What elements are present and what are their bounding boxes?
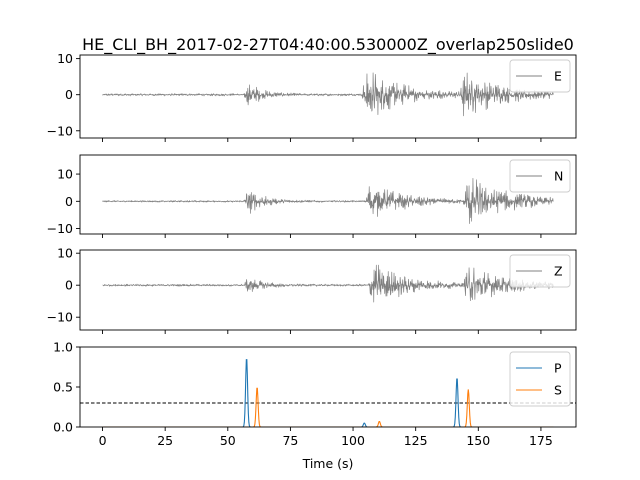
trace-N — [102, 177, 554, 224]
panel-e-frame — [79, 54, 577, 139]
x-axis-label: Time (s) — [302, 456, 354, 471]
trace-E — [102, 72, 554, 117]
legend-panel-z: Z — [509, 254, 571, 288]
legend-panel-prob: PS — [509, 351, 571, 407]
legend-label-P: P — [554, 361, 562, 376]
legend-label-E: E — [554, 69, 562, 84]
x-tick-label: 150 — [466, 433, 490, 448]
panel-prob-frame — [79, 346, 577, 428]
trace-Z — [102, 264, 554, 303]
x-tick-label: 125 — [404, 433, 428, 448]
y-tick-label: 1.0 — [53, 340, 73, 355]
panel-prob: 0.0 0.5 1.0 0 25 50 75 100 125 150 175 PS — [53, 340, 577, 448]
panel-e: −10 0 10 E — [47, 51, 577, 142]
prob-line-S — [102, 387, 554, 427]
legend-box — [509, 351, 571, 407]
panel-n: −10 0 10 N — [47, 154, 577, 238]
legend-panel-n: N — [509, 159, 571, 193]
panel-n-plot — [102, 177, 554, 224]
x-tick-label: 100 — [341, 433, 365, 448]
x-tick-label: 25 — [157, 433, 173, 448]
y-tick-label: 0 — [65, 278, 73, 293]
y-tick-label: 10 — [57, 246, 73, 261]
y-tick-label: 10 — [57, 51, 73, 66]
panel-prob-plot — [80, 359, 576, 427]
x-tick-label: 0 — [99, 433, 107, 448]
panel-z: −10 0 10 Z — [47, 246, 577, 334]
y-tick-label: 0.5 — [53, 380, 73, 395]
y-tick-label: −10 — [47, 123, 73, 138]
legend-label-S: S — [554, 383, 562, 398]
y-tick-label: 10 — [57, 167, 73, 182]
panel-z-plot — [102, 264, 554, 303]
chart-title: HE_CLI_BH_2017-02-27T04:40:00.530000Z_ov… — [82, 35, 574, 55]
panel-z-frame — [79, 249, 577, 331]
legend-panel-e: E — [509, 59, 571, 93]
y-tick-label: 0 — [65, 87, 73, 102]
y-tick-label: −10 — [47, 310, 73, 325]
panel-n-frame — [79, 154, 577, 235]
x-tick-label: 75 — [282, 433, 298, 448]
y-tick-label: 0.0 — [53, 420, 73, 435]
legend-label-Z: Z — [554, 264, 563, 279]
prob-line-P — [102, 359, 554, 427]
panels: −10 0 10 E −10 0 10 N −10 0 10 Z 0.0 0.5 1.0 0 25 50 75 100… — [47, 51, 577, 448]
legend-label-N: N — [554, 169, 563, 184]
x-tick-label: 175 — [529, 433, 553, 448]
y-tick-label: 0 — [65, 194, 73, 209]
y-tick-label: −10 — [47, 221, 73, 236]
x-tick-label: 50 — [220, 433, 236, 448]
panel-e-plot — [102, 72, 554, 117]
